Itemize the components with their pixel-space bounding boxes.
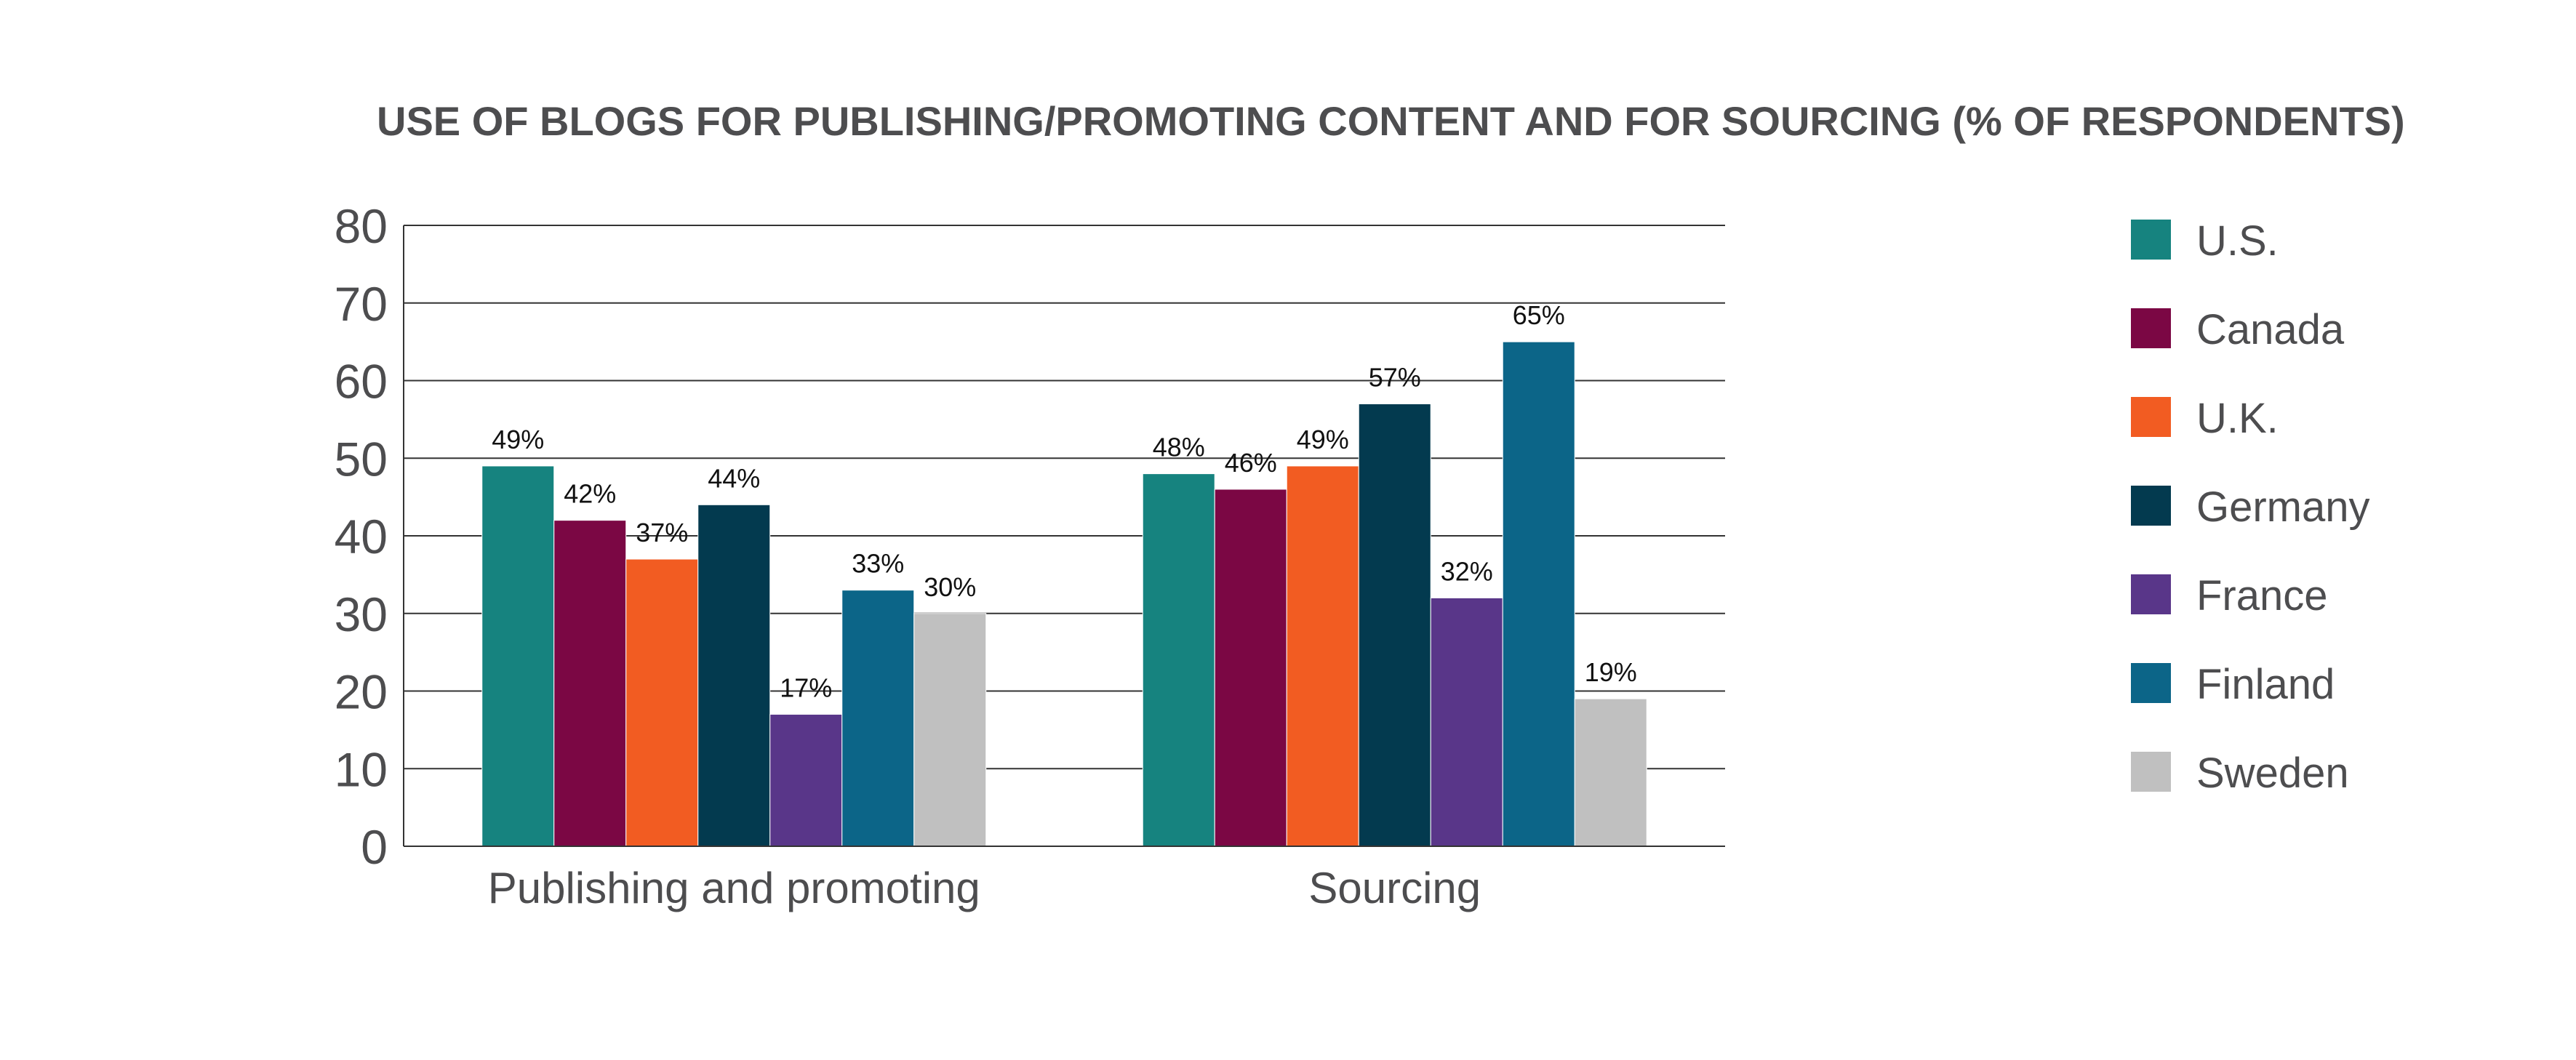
bar-sweden-1 (913, 613, 987, 847)
legend-swatch-sweden (2131, 752, 2171, 792)
legend-label-france: France (2196, 572, 2328, 619)
legend-swatch-canada (2131, 308, 2171, 348)
y-tick-label: 70 (335, 277, 388, 331)
data-label: 19% (1585, 657, 1637, 687)
y-tick-label: 0 (361, 820, 388, 874)
bar-finland-1 (841, 590, 915, 847)
bar-u-s--1 (481, 465, 555, 847)
legend-swatch-germany (2131, 486, 2171, 526)
legend-swatch-u-s (2131, 220, 2171, 260)
x-tick-label: Sourcing (1308, 864, 1481, 912)
bar-sweden-2 (1574, 698, 1647, 847)
legend-label-u-s: U.S. (2196, 217, 2279, 265)
data-labels: 49% 42% 37% 44% 17% 33% 30% 48% 46% 49% 57% 32% 65% 1… (492, 300, 1637, 702)
legend-label-germany: Germany (2196, 483, 2370, 531)
data-label: 37% (636, 518, 688, 547)
data-label: 49% (1297, 425, 1349, 454)
data-label: 48% (1153, 433, 1205, 462)
legend-label-sweden: Sweden (2196, 750, 2349, 797)
bar-u-k--1 (625, 558, 699, 847)
data-label: 17% (780, 673, 832, 703)
x-tick-label: Publishing and promoting (488, 864, 980, 912)
bar-canada-1 (553, 520, 627, 847)
bar-canada-2 (1214, 489, 1287, 847)
data-label: 46% (1225, 448, 1277, 478)
chart-title: USE OF BLOGS FOR PUBLISHING/PROMOTING CO… (377, 98, 2405, 144)
data-label: 44% (708, 463, 760, 493)
data-label: 49% (492, 425, 544, 454)
legend-label-finland: Finland (2196, 661, 2335, 708)
y-tick-label: 20 (335, 665, 388, 719)
data-label: 65% (1513, 300, 1565, 330)
bar-germany-1 (697, 504, 771, 847)
legend-swatch-france (2131, 574, 2171, 614)
axes: 0 10 20 30 40 50 60 70 80 Publishing and promotin… (335, 199, 1725, 912)
y-tick-label: 40 (335, 510, 388, 563)
data-label: 33% (852, 549, 904, 579)
bars (481, 341, 1647, 847)
data-label: 42% (564, 479, 616, 509)
bar-france-1 (769, 714, 843, 847)
bar-france-2 (1430, 597, 1503, 847)
legend: U.S. Canada U.K. Germany France Finland Sweden (2131, 217, 2370, 797)
legend-label-u-k: U.K. (2196, 395, 2279, 442)
y-tick-label: 60 (335, 355, 388, 409)
y-tick-label: 30 (335, 587, 388, 641)
y-tick-label: 10 (335, 742, 388, 796)
legend-label-canada: Canada (2196, 306, 2345, 353)
legend-swatch-u-k (2131, 397, 2171, 437)
data-label: 30% (924, 572, 976, 602)
y-tick-label: 50 (335, 432, 388, 486)
bar-finland-2 (1502, 341, 1575, 847)
bar-germany-2 (1358, 403, 1431, 847)
data-label: 32% (1441, 556, 1493, 586)
legend-swatch-finland (2131, 663, 2171, 703)
bar-u-s--2 (1142, 473, 1215, 847)
data-label: 57% (1369, 363, 1421, 393)
bar-u-k--2 (1286, 465, 1359, 847)
y-tick-label: 80 (335, 199, 388, 253)
